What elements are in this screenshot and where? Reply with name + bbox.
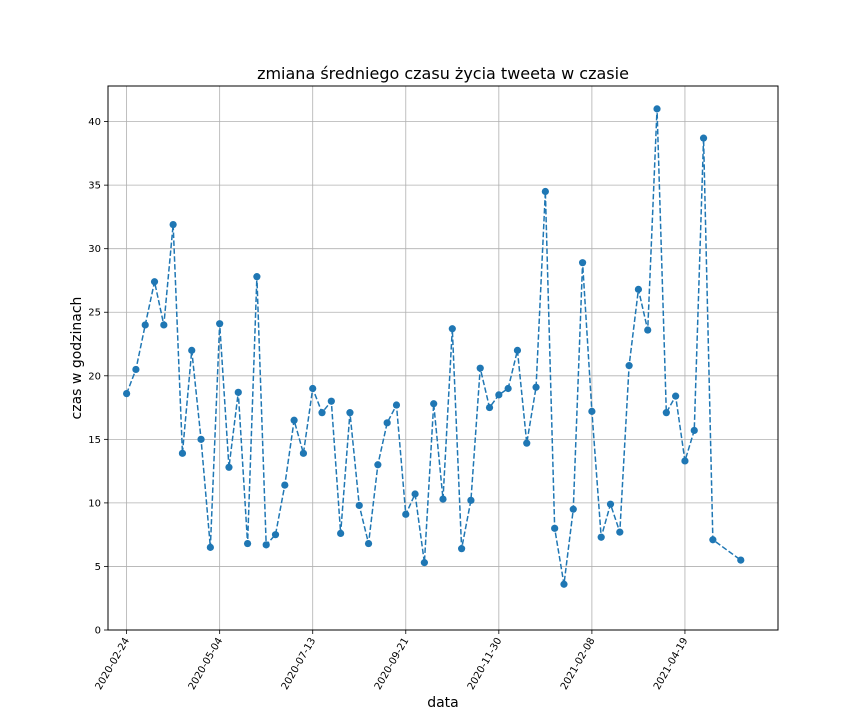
data-point	[588, 407, 596, 415]
data-point	[672, 392, 680, 400]
data-point	[271, 531, 280, 539]
data-point	[569, 505, 577, 513]
y-tick-label: 40	[88, 117, 101, 128]
data-point	[150, 278, 159, 286]
y-tick-label: 25	[88, 308, 101, 319]
data-point	[541, 187, 549, 196]
data-point	[225, 463, 233, 471]
series	[123, 105, 745, 588]
data-point	[690, 426, 698, 435]
data-point	[188, 346, 196, 354]
data-point	[430, 400, 438, 408]
data-point	[141, 321, 149, 329]
data-point	[234, 388, 242, 396]
data-point	[458, 545, 466, 553]
y-tick-label: 20	[88, 371, 101, 382]
data-point	[402, 510, 410, 518]
data-point	[374, 461, 382, 469]
data-point	[290, 416, 298, 424]
y-tick-label: 0	[95, 626, 101, 637]
data-point	[653, 105, 661, 113]
data-point	[216, 320, 224, 328]
y-tick-label: 10	[88, 498, 101, 509]
data-point	[355, 501, 363, 510]
data-point	[551, 524, 559, 532]
plot-frame	[107, 85, 779, 631]
data-point	[411, 490, 419, 498]
data-point	[560, 580, 568, 588]
series-line	[125, 108, 742, 585]
data-point	[364, 539, 373, 548]
data-point	[318, 409, 326, 417]
data-point	[448, 325, 456, 333]
data-point	[523, 439, 531, 447]
data-point	[476, 364, 484, 372]
data-point	[169, 220, 177, 229]
data-point	[253, 273, 261, 281]
data-point	[578, 259, 587, 267]
y-tick-label: 15	[88, 435, 101, 446]
y-axis-title: czas w godzinach	[69, 297, 85, 420]
data-point	[309, 384, 317, 393]
data-point	[160, 321, 168, 329]
data-point	[337, 529, 345, 538]
chart-title: zmiana średniego czasu życia tweeta w cz…	[257, 64, 629, 83]
data-point	[504, 384, 512, 393]
grid	[108, 86, 778, 631]
data-point	[467, 496, 475, 504]
data-point	[123, 389, 131, 398]
data-point	[681, 457, 689, 465]
data-point	[383, 419, 391, 427]
data-point	[532, 383, 540, 391]
data-point	[281, 481, 289, 489]
data-point	[495, 391, 503, 399]
data-point	[699, 134, 708, 142]
data-point	[737, 556, 745, 564]
data-point	[709, 536, 717, 544]
data-point	[197, 435, 205, 443]
data-point	[243, 539, 252, 548]
y-tick-label: 5	[95, 562, 101, 573]
x-axis-title: data	[427, 695, 459, 711]
data-point	[420, 559, 428, 567]
data-point	[132, 365, 140, 374]
data-point	[597, 533, 605, 541]
y-tick-label: 30	[88, 244, 101, 255]
y-tick-label: 35	[88, 181, 101, 192]
data-point	[439, 495, 447, 503]
data-point	[513, 346, 522, 354]
data-point	[392, 401, 401, 409]
data-point	[327, 397, 335, 405]
data-point	[625, 362, 633, 370]
data-point	[178, 449, 187, 457]
data-point	[346, 409, 354, 417]
data-point	[644, 326, 652, 334]
data-point	[616, 528, 624, 536]
data-point	[606, 500, 615, 508]
data-point	[485, 403, 494, 412]
data-point	[206, 543, 214, 551]
data-point	[662, 409, 670, 417]
data-point	[262, 541, 270, 549]
data-point	[634, 285, 643, 293]
data-point	[299, 449, 308, 457]
